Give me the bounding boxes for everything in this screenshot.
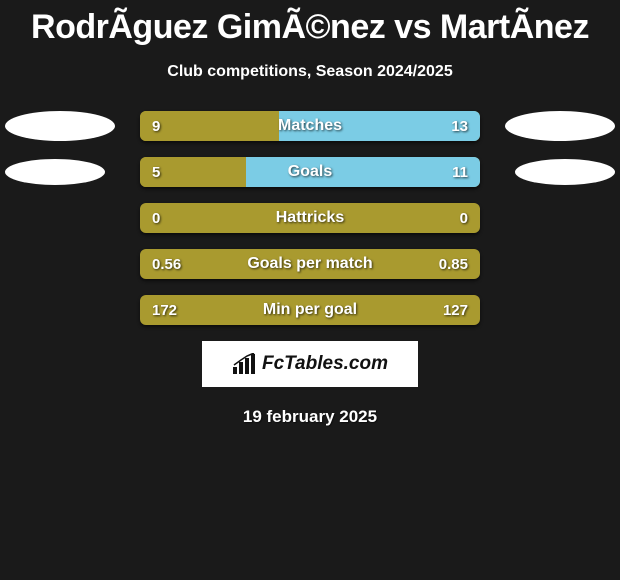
bar-chart-icon [232, 353, 258, 375]
logo-box: FcTables.com [202, 341, 418, 387]
comparison-chart: 913Matches 511Goals 00Hattricks 0.560.85Goa… [0, 111, 620, 325]
stat-label: Hattricks [140, 203, 480, 233]
player-ellipse-right [505, 111, 615, 141]
player-ellipse-left [5, 159, 105, 185]
date-label: 19 february 2025 [0, 407, 620, 427]
bar-track: 00Hattricks [140, 203, 480, 233]
bar-track: 172127Min per goal [140, 295, 480, 325]
stat-row: 172127Min per goal [0, 295, 620, 325]
player-ellipse-left [5, 111, 115, 141]
player-ellipse-right [515, 159, 615, 185]
bar-track: 511Goals [140, 157, 480, 187]
stat-row: 00Hattricks [0, 203, 620, 233]
bar-track: 913Matches [140, 111, 480, 141]
page-title: RodrÃ­guez GimÃ©nez vs MartÃ­nez [0, 0, 620, 47]
stat-label: Matches [140, 111, 480, 141]
subtitle: Club competitions, Season 2024/2025 [0, 63, 620, 81]
stat-label: Goals per match [140, 249, 480, 279]
bar-track: 0.560.85Goals per match [140, 249, 480, 279]
stat-label: Min per goal [140, 295, 480, 325]
stat-label: Goals [140, 157, 480, 187]
logo-text: FcTables.com [262, 353, 388, 375]
stat-row: 511Goals [0, 157, 620, 187]
stat-row: 0.560.85Goals per match [0, 249, 620, 279]
stat-row: 913Matches [0, 111, 620, 141]
